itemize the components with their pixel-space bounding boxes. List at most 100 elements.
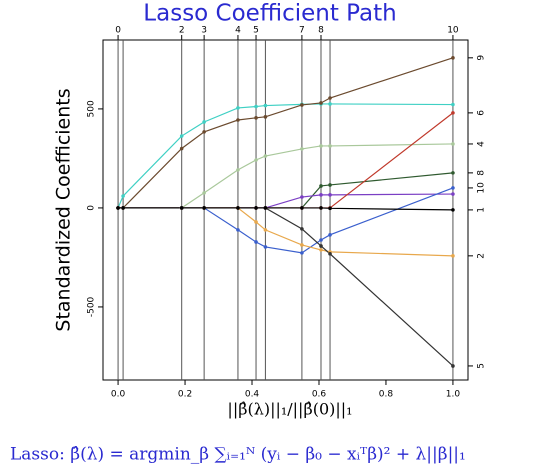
series-point: [254, 240, 258, 244]
right-tick-label: 9: [477, 55, 487, 61]
series-point: [263, 228, 268, 232]
right-tick-label: 1: [477, 207, 487, 213]
series-point: [319, 206, 323, 210]
series-point: [300, 195, 304, 199]
right-tick-label: 8: [477, 170, 487, 176]
series-line: [118, 193, 453, 209]
series-point: [319, 244, 323, 248]
x-tick-label: 0.8: [379, 390, 394, 400]
series-point: [328, 102, 332, 106]
series-point: [328, 183, 332, 187]
y-tick-label: -500: [87, 296, 97, 317]
series-point: [202, 130, 206, 134]
series-point: [263, 245, 268, 249]
series-point: [451, 208, 455, 212]
chart-title: Lasso Coefficient Path: [143, 1, 396, 27]
series-point: [202, 120, 206, 124]
right-tick-label: 10: [477, 182, 487, 194]
y-tick-label: 0: [87, 205, 97, 211]
series-line: [118, 172, 453, 209]
top-tick-label: 4: [235, 26, 241, 36]
series-line: [118, 207, 453, 211]
series-point: [300, 227, 304, 231]
series-point: [451, 192, 455, 196]
series-line: [118, 187, 454, 254]
series-point: [263, 154, 268, 158]
series-point: [451, 364, 455, 368]
series-point: [319, 193, 323, 197]
x-tick-label: 0.4: [245, 390, 260, 400]
x-tick-label: 0.0: [111, 390, 126, 400]
top-tick-label: 3: [201, 26, 207, 36]
series-line: [118, 207, 454, 367]
series-point: [300, 103, 304, 107]
series-point: [263, 115, 268, 119]
top-tick-label: 10: [447, 26, 459, 36]
series-point: [202, 191, 206, 195]
series-point: [319, 184, 323, 188]
right-tick-label: 6: [477, 110, 487, 116]
series-line: [118, 57, 454, 209]
series-point: [236, 228, 240, 232]
series-point: [179, 206, 184, 210]
series-point: [328, 193, 332, 197]
right-tick-label: 2: [477, 253, 487, 259]
series-point: [328, 206, 332, 211]
series-point: [254, 158, 258, 162]
series-point: [328, 252, 332, 256]
top-tick-label: 0: [115, 26, 121, 36]
series-point: [121, 206, 125, 210]
series-point: [300, 243, 304, 247]
series-line: [117, 103, 453, 209]
series-line: [118, 143, 453, 209]
series-point: [202, 206, 206, 210]
x-tick-label: 1.0: [446, 390, 461, 400]
series-point: [451, 142, 455, 146]
series-point: [254, 206, 258, 210]
y-tick-label: 500: [87, 100, 97, 117]
series-point: [319, 248, 323, 252]
series-point: [236, 168, 240, 172]
top-tick-label: 5: [253, 26, 259, 36]
series-point: [254, 116, 258, 120]
series-point: [254, 104, 258, 109]
series-line: [118, 112, 454, 209]
series-point: [116, 206, 120, 210]
caption: Lasso: β̂(λ) = argmin_β ∑ᵢ₌₁ᴺ (yᵢ − β₀ −…: [10, 445, 466, 465]
series-point: [451, 111, 455, 115]
series-point: [236, 206, 240, 210]
right-tick-label: 4: [477, 141, 487, 147]
series-point: [451, 102, 455, 107]
series-point: [300, 147, 304, 151]
x-tick-label: 0.2: [178, 390, 192, 400]
x-tick-label: 0.6: [312, 390, 327, 400]
series-point: [451, 56, 455, 60]
series-point: [451, 186, 455, 190]
top-tick-label: 8: [318, 26, 324, 36]
series-point: [319, 101, 323, 105]
series-point: [179, 146, 184, 151]
series-point: [263, 103, 268, 108]
series-point: [254, 220, 258, 224]
series-point: [300, 206, 304, 210]
series-point: [121, 194, 125, 198]
series-point: [328, 96, 332, 100]
series-point: [451, 171, 455, 175]
series-line: [118, 207, 453, 257]
series-point: [328, 144, 332, 148]
x-axis-label: ||β̂(λ)||₁/||β̂(0)||₁: [227, 400, 352, 419]
y-axis-label: Standardized Coefficients: [53, 88, 75, 331]
series-point: [236, 106, 240, 110]
series-point: [328, 233, 332, 237]
series-point: [300, 251, 304, 255]
right-tick-label: 5: [477, 363, 487, 369]
series-point: [319, 144, 323, 148]
series-point: [236, 118, 240, 122]
series-point: [319, 238, 323, 242]
top-tick-label: 2: [179, 26, 185, 36]
series-point: [179, 134, 184, 138]
series-point: [451, 254, 455, 258]
top-tick-label: 7: [299, 26, 305, 36]
